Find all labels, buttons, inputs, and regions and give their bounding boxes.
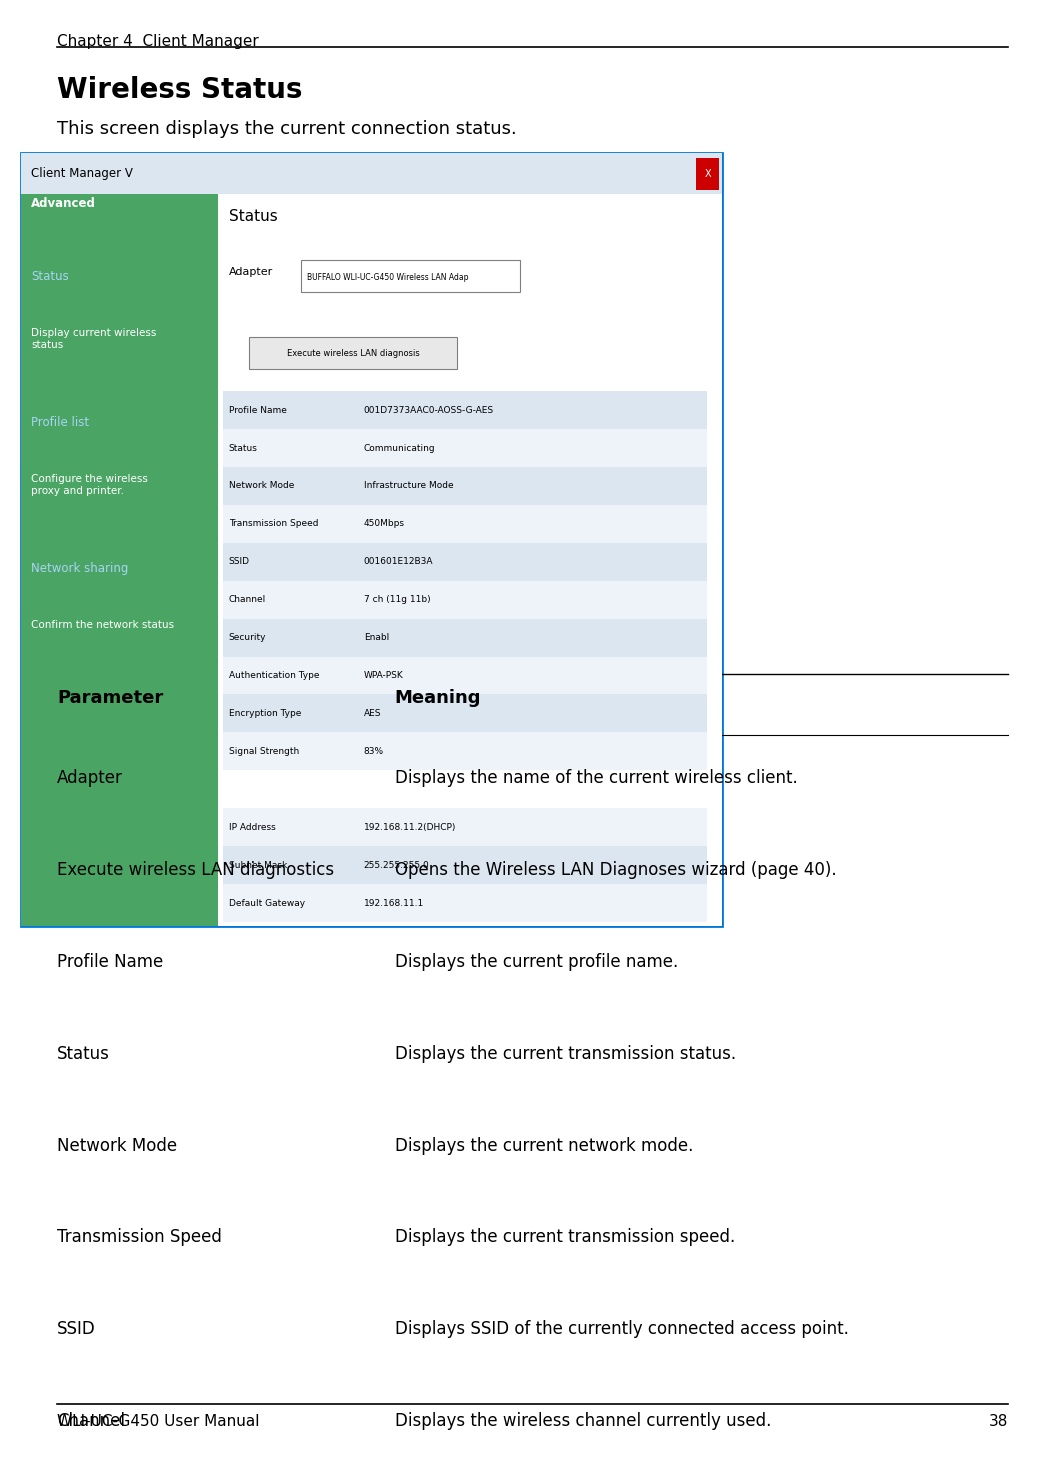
Text: Displays the current profile name.: Displays the current profile name. — [395, 953, 678, 970]
FancyBboxPatch shape — [21, 153, 722, 926]
FancyBboxPatch shape — [223, 808, 707, 846]
Text: Meaning: Meaning — [395, 689, 481, 706]
Text: Profile list: Profile list — [31, 416, 89, 429]
Text: Displays the current transmission speed.: Displays the current transmission speed. — [395, 1228, 735, 1246]
Text: Enabl: Enabl — [364, 633, 389, 642]
Text: Execute wireless LAN diagnosis: Execute wireless LAN diagnosis — [287, 349, 420, 357]
FancyBboxPatch shape — [301, 260, 520, 292]
FancyBboxPatch shape — [218, 194, 722, 926]
Text: Displays the current network mode.: Displays the current network mode. — [395, 1137, 693, 1154]
Text: 255.255.255.0: 255.255.255.0 — [364, 861, 429, 870]
Text: Status: Status — [229, 209, 277, 223]
FancyBboxPatch shape — [21, 194, 218, 926]
Text: SSID: SSID — [229, 557, 249, 566]
FancyBboxPatch shape — [223, 694, 707, 732]
Text: Profile Name: Profile Name — [229, 406, 287, 414]
Text: Network sharing: Network sharing — [31, 562, 129, 575]
Text: X: X — [704, 169, 711, 178]
Text: Transmission Speed: Transmission Speed — [229, 519, 318, 528]
Text: Network Mode: Network Mode — [229, 481, 294, 490]
Text: Subnet Mask: Subnet Mask — [229, 861, 287, 870]
Text: IP Address: IP Address — [229, 823, 275, 832]
Text: Authentication Type: Authentication Type — [229, 671, 319, 680]
Text: Encryption Type: Encryption Type — [229, 709, 301, 718]
Text: Infrastructure Mode: Infrastructure Mode — [364, 481, 453, 490]
Text: Channel: Channel — [57, 1412, 125, 1430]
FancyBboxPatch shape — [223, 581, 707, 619]
Text: 192.168.11.2(DHCP): 192.168.11.2(DHCP) — [364, 823, 456, 832]
Text: Parameter: Parameter — [57, 689, 163, 706]
Text: Network Mode: Network Mode — [57, 1137, 178, 1154]
Text: Client Manager V: Client Manager V — [31, 168, 133, 179]
Text: 38: 38 — [988, 1414, 1008, 1428]
Text: Status: Status — [229, 444, 258, 452]
FancyBboxPatch shape — [223, 505, 707, 543]
Text: Status: Status — [31, 270, 69, 283]
Text: WLI-UC-G450 User Manual: WLI-UC-G450 User Manual — [57, 1414, 260, 1428]
Text: BUFFALO WLI-UC-G450 Wireless LAN Adap: BUFFALO WLI-UC-G450 Wireless LAN Adap — [307, 273, 468, 282]
Text: Adapter: Adapter — [57, 769, 123, 786]
FancyBboxPatch shape — [249, 337, 457, 369]
FancyBboxPatch shape — [223, 846, 707, 884]
Text: Wireless Status: Wireless Status — [57, 76, 302, 104]
FancyBboxPatch shape — [223, 467, 707, 505]
Text: Status: Status — [57, 1045, 110, 1062]
Text: Signal Strength: Signal Strength — [229, 747, 299, 756]
FancyBboxPatch shape — [223, 732, 707, 770]
Text: Confirm the network status: Confirm the network status — [31, 620, 175, 630]
FancyBboxPatch shape — [21, 153, 722, 194]
Text: This screen displays the current connection status.: This screen displays the current connect… — [57, 120, 516, 137]
FancyBboxPatch shape — [223, 391, 707, 429]
Text: Execute wireless LAN diagnostics: Execute wireless LAN diagnostics — [57, 861, 335, 878]
Text: 7 ch (11g 11b): 7 ch (11g 11b) — [364, 595, 430, 604]
Text: 001601E12B3A: 001601E12B3A — [364, 557, 433, 566]
Text: AES: AES — [364, 709, 381, 718]
Text: 450Mbps: 450Mbps — [364, 519, 404, 528]
Text: Displays the name of the current wireless client.: Displays the name of the current wireles… — [395, 769, 798, 786]
Text: Display current wireless
status: Display current wireless status — [31, 328, 157, 350]
Text: 192.168.11.1: 192.168.11.1 — [364, 899, 424, 907]
Text: Communicating: Communicating — [364, 444, 435, 452]
Text: Chapter 4  Client Manager: Chapter 4 Client Manager — [57, 34, 259, 48]
Text: SSID: SSID — [57, 1320, 96, 1338]
Text: 83%: 83% — [364, 747, 383, 756]
Text: Opens the Wireless LAN Diagnoses wizard (page 40).: Opens the Wireless LAN Diagnoses wizard … — [395, 861, 836, 878]
FancyBboxPatch shape — [223, 657, 707, 694]
Text: Default Gateway: Default Gateway — [229, 899, 304, 907]
Text: Profile Name: Profile Name — [57, 953, 163, 970]
Text: Displays the current transmission status.: Displays the current transmission status… — [395, 1045, 736, 1062]
Text: Channel: Channel — [229, 595, 266, 604]
Text: Adapter: Adapter — [229, 267, 273, 277]
FancyBboxPatch shape — [223, 619, 707, 657]
Text: Displays SSID of the currently connected access point.: Displays SSID of the currently connected… — [395, 1320, 849, 1338]
Text: Transmission Speed: Transmission Speed — [57, 1228, 222, 1246]
Text: WPA-PSK: WPA-PSK — [364, 671, 403, 680]
Text: Configure the wireless
proxy and printer.: Configure the wireless proxy and printer… — [31, 474, 148, 496]
FancyBboxPatch shape — [223, 884, 707, 922]
Text: Security: Security — [229, 633, 266, 642]
FancyBboxPatch shape — [696, 158, 719, 190]
Text: 001D7373AAC0-AOSS-G-AES: 001D7373AAC0-AOSS-G-AES — [364, 406, 494, 414]
FancyBboxPatch shape — [223, 543, 707, 581]
Text: Displays the wireless channel currently used.: Displays the wireless channel currently … — [395, 1412, 771, 1430]
Text: Advanced: Advanced — [31, 197, 96, 210]
FancyBboxPatch shape — [223, 429, 707, 467]
